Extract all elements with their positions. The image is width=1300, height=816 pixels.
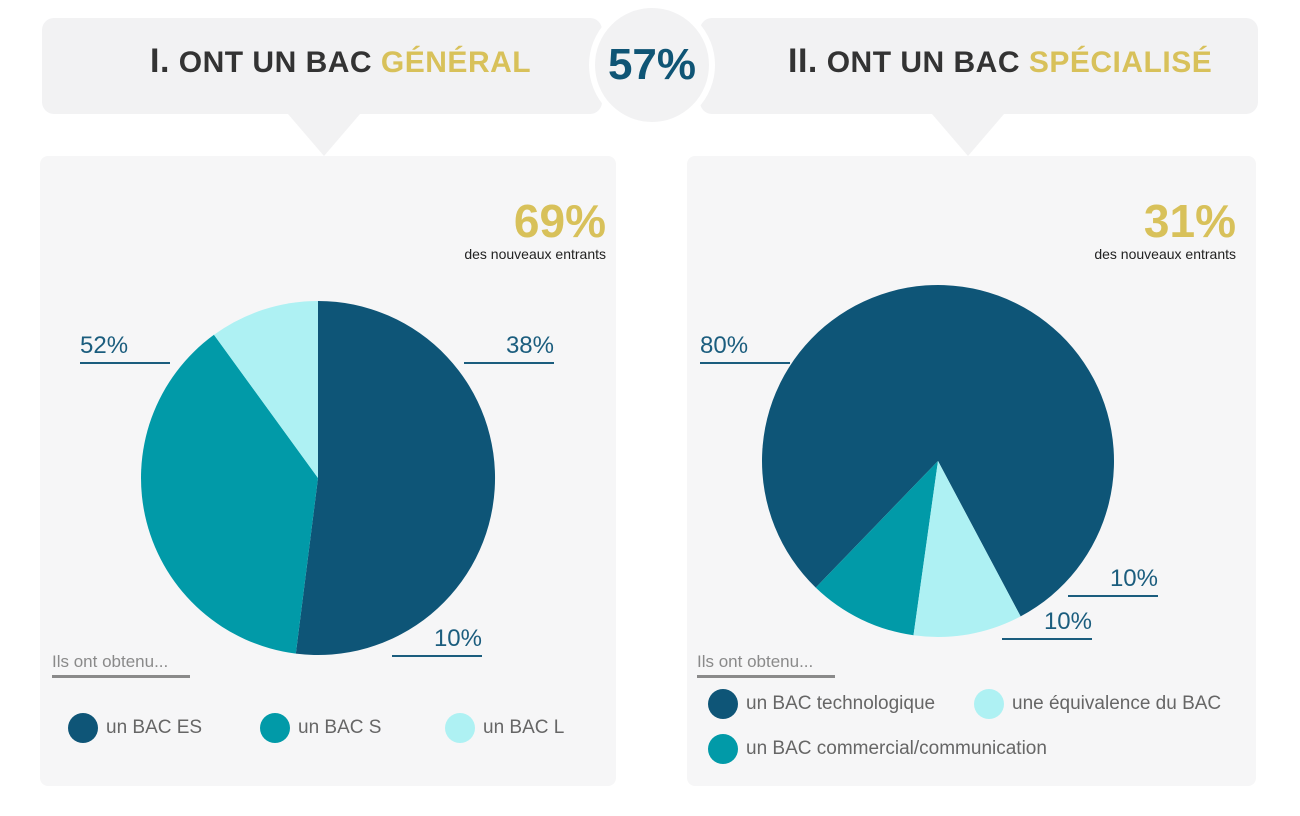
callout-bac-commercial: 10% <box>1068 565 1158 597</box>
pie-chart-general <box>140 301 496 655</box>
legend-swatch <box>260 713 290 743</box>
share-label-specialise: des nouveaux entrants <box>1094 246 1236 262</box>
legend-title-general: Ils ont obtenu... <box>52 652 190 678</box>
legend-swatch <box>974 689 1004 719</box>
legend-item-bac-l: un BAC L <box>445 713 564 743</box>
legend-item-equivalence-bac: une équivalence du BAC <box>974 689 1221 719</box>
section-title-prefix: ONT UN BAC <box>178 46 373 79</box>
legend-item-bac-technologique: un BAC technologique <box>708 689 935 719</box>
callout-bac-es: 52% <box>80 332 170 364</box>
pie-slice-une-quivalence-du-bac <box>913 461 1021 638</box>
section-title-specialise: II. ONT UN BAC SPÉCIALISÉ <box>788 42 1212 81</box>
legend-label: une équivalence du BAC <box>1012 693 1222 714</box>
callout-bac-l: 10% <box>392 625 482 657</box>
pie-chart-specialise <box>762 285 1115 638</box>
banner-pointer-right <box>932 114 1004 156</box>
center-percentage-value: 57% <box>607 40 697 89</box>
legend-label: un BAC ES <box>106 717 203 738</box>
callout-bac-technologique: 80% <box>700 332 790 364</box>
pie-slice-un-bac-es <box>295 301 496 655</box>
pie-slice-un-bac-l <box>213 301 318 478</box>
legend-swatch <box>68 713 98 743</box>
legend-swatch <box>708 689 738 719</box>
legend-swatch <box>708 734 738 764</box>
pie-slice-un-bac-commercial-communication <box>815 461 938 636</box>
pie-slice-un-bac-s <box>140 334 318 654</box>
section-numeral: I. <box>150 42 170 80</box>
section-title-accent: SPÉCIALISÉ <box>1028 46 1213 79</box>
callout-equivalence-bac: 10% <box>1002 608 1092 640</box>
section-title-general: I. ONT UN BAC GÉNÉRAL <box>150 42 531 81</box>
legend-label: un BAC S <box>298 717 382 738</box>
legend-label: un BAC L <box>483 717 565 738</box>
center-percentage-badge: 57% <box>589 2 715 128</box>
header-banner-right <box>700 18 1258 114</box>
banner-pointer-left <box>288 114 360 156</box>
share-value-specialise: 31% <box>1143 195 1236 247</box>
section-title-prefix: ONT UN BAC <box>826 46 1021 79</box>
header-banner-left <box>42 18 602 114</box>
legend-item-bac-s: un BAC S <box>260 713 381 743</box>
section-numeral: II. <box>788 42 818 80</box>
callout-bac-s: 38% <box>464 332 554 364</box>
share-value-general: 69% <box>513 195 606 247</box>
legend-item-bac-es: un BAC ES <box>68 713 202 743</box>
legend-title-specialise: Ils ont obtenu... <box>697 652 835 678</box>
legend-label: un BAC technologique <box>746 693 936 714</box>
section-title-accent: GÉNÉRAL <box>380 46 532 79</box>
legend-label: un BAC commercial/communication <box>746 738 1047 759</box>
legend-item-bac-commercial: un BAC commercial/communication <box>708 734 1047 764</box>
legend-swatch <box>445 713 475 743</box>
pie-slice-un-bac-technologique <box>762 285 1115 617</box>
share-label-general: des nouveaux entrants <box>464 246 606 262</box>
